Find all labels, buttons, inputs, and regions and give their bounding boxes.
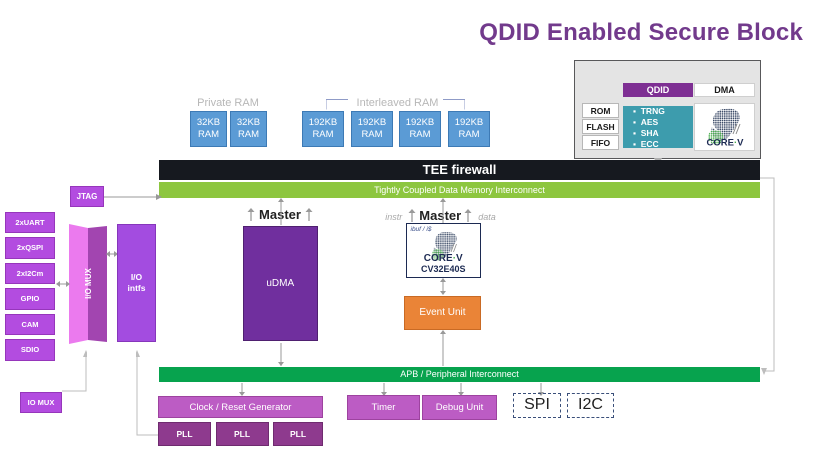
svg-text:CORE·V: CORE·V — [707, 138, 745, 149]
